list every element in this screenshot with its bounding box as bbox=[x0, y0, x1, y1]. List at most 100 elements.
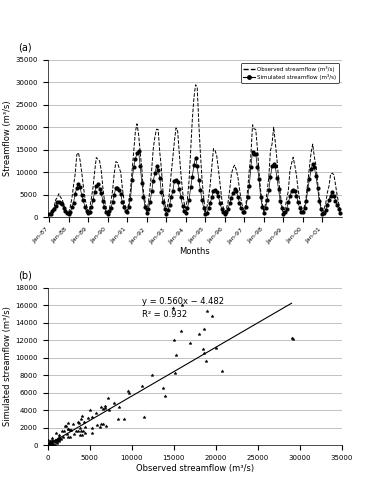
Point bbox=[196, 330, 202, 338]
Text: (b): (b) bbox=[18, 270, 32, 280]
Point bbox=[46, 440, 52, 448]
Point bbox=[73, 426, 79, 434]
Point bbox=[63, 422, 70, 430]
Point bbox=[49, 434, 55, 442]
Point bbox=[45, 436, 51, 444]
Point bbox=[58, 435, 64, 443]
Point bbox=[173, 351, 179, 359]
Point bbox=[64, 430, 70, 438]
Legend: Observed streamflow (m³/s), Simulated streamflow (m³/s): Observed streamflow (m³/s), Simulated st… bbox=[241, 63, 339, 82]
Point bbox=[53, 429, 59, 437]
Point bbox=[65, 425, 71, 433]
Point bbox=[170, 304, 176, 312]
Point bbox=[79, 431, 86, 439]
Point bbox=[288, 334, 294, 342]
Point bbox=[56, 434, 62, 442]
Point bbox=[209, 312, 215, 320]
Point bbox=[67, 432, 73, 440]
Point bbox=[45, 441, 51, 449]
Point bbox=[201, 350, 207, 358]
Point bbox=[201, 326, 207, 334]
Point bbox=[126, 390, 132, 398]
Point bbox=[59, 426, 65, 434]
Point bbox=[213, 344, 219, 352]
Point bbox=[100, 420, 106, 428]
Point bbox=[49, 438, 55, 446]
Point bbox=[56, 437, 62, 445]
Y-axis label: Simulated streamflow (m³/s): Simulated streamflow (m³/s) bbox=[3, 306, 13, 426]
Point bbox=[203, 357, 209, 365]
Point bbox=[48, 438, 54, 446]
Point bbox=[103, 422, 109, 430]
Point bbox=[49, 436, 55, 444]
Point bbox=[97, 424, 103, 432]
Point bbox=[47, 436, 53, 444]
Point bbox=[67, 426, 73, 434]
Point bbox=[116, 403, 122, 411]
Point bbox=[125, 387, 131, 395]
Point bbox=[48, 438, 54, 446]
Point bbox=[93, 409, 99, 417]
Point bbox=[105, 394, 111, 402]
Point bbox=[68, 426, 74, 434]
Point bbox=[85, 414, 91, 422]
Point bbox=[141, 413, 147, 421]
X-axis label: Observed streamflow (m³/s): Observed streamflow (m³/s) bbox=[136, 464, 254, 472]
Point bbox=[46, 439, 52, 447]
Point bbox=[171, 336, 177, 344]
Point bbox=[45, 440, 51, 448]
Point bbox=[65, 420, 71, 428]
Point bbox=[50, 437, 56, 445]
Point bbox=[56, 434, 62, 442]
Point bbox=[49, 441, 55, 449]
Point bbox=[52, 438, 58, 446]
Point bbox=[98, 420, 104, 428]
Point bbox=[47, 440, 53, 448]
Point bbox=[200, 345, 206, 353]
Point bbox=[77, 432, 83, 440]
Point bbox=[218, 367, 225, 375]
Point bbox=[98, 402, 104, 410]
Point bbox=[47, 441, 53, 449]
Point bbox=[111, 399, 117, 407]
Point bbox=[82, 423, 89, 431]
Point bbox=[106, 406, 112, 414]
Point bbox=[187, 340, 193, 347]
Point bbox=[75, 428, 81, 436]
Point bbox=[172, 369, 178, 377]
Point bbox=[45, 441, 51, 449]
Point bbox=[46, 439, 52, 447]
Point bbox=[51, 440, 57, 448]
Point bbox=[47, 441, 53, 449]
Point bbox=[204, 308, 211, 316]
Point bbox=[65, 425, 71, 433]
Point bbox=[81, 418, 87, 426]
Point bbox=[54, 439, 60, 447]
Point bbox=[70, 420, 76, 428]
Point bbox=[71, 430, 78, 438]
Point bbox=[47, 440, 53, 448]
Point bbox=[100, 405, 106, 413]
Point bbox=[178, 327, 184, 335]
Point bbox=[49, 440, 55, 448]
Point bbox=[54, 436, 60, 444]
Point bbox=[89, 429, 95, 437]
Point bbox=[47, 439, 53, 447]
Point bbox=[75, 418, 81, 426]
Point bbox=[89, 412, 95, 420]
Point bbox=[93, 421, 100, 429]
Point bbox=[47, 438, 53, 446]
Point bbox=[78, 416, 84, 424]
Point bbox=[179, 302, 185, 310]
Point bbox=[87, 406, 93, 414]
Point bbox=[46, 441, 52, 449]
Point bbox=[149, 371, 155, 379]
Text: y = 0.560x − 4.482: y = 0.560x − 4.482 bbox=[142, 298, 224, 306]
Point bbox=[139, 382, 145, 390]
Point bbox=[52, 441, 58, 449]
Point bbox=[102, 404, 108, 411]
Point bbox=[78, 428, 84, 436]
Point bbox=[80, 426, 86, 434]
Point bbox=[76, 420, 82, 428]
Point bbox=[62, 422, 68, 430]
